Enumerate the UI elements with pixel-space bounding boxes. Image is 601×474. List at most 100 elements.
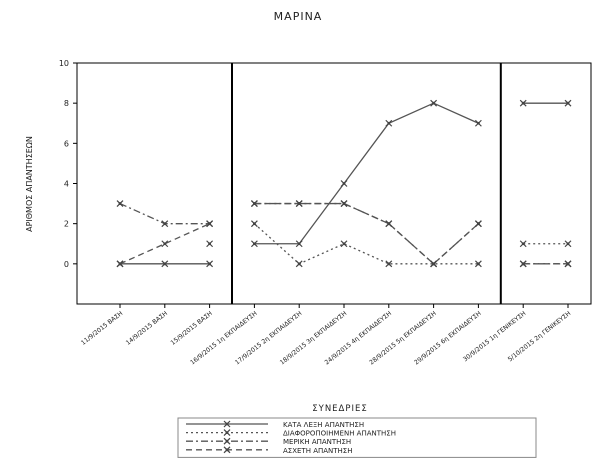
marker-dot bbox=[208, 222, 212, 226]
y-tick-label: 6 bbox=[64, 139, 69, 148]
marker-dot bbox=[163, 242, 167, 246]
data-point bbox=[161, 220, 169, 228]
marker-dot bbox=[225, 431, 229, 434]
legend-marker bbox=[223, 437, 231, 445]
data-point bbox=[250, 240, 258, 248]
data-point bbox=[340, 200, 348, 208]
data-point bbox=[519, 240, 527, 248]
marker-dot bbox=[163, 222, 167, 226]
legend-marker bbox=[223, 420, 231, 428]
y-tick-label: 8 bbox=[64, 99, 69, 108]
data-point bbox=[430, 260, 438, 268]
marker-dot bbox=[297, 262, 301, 266]
marker-dot bbox=[477, 121, 480, 125]
series-line bbox=[253, 223, 479, 265]
data-point bbox=[206, 240, 214, 248]
marker-dot bbox=[208, 242, 212, 246]
legend-label: ΑΣΧΕΤΗ ΑΠΑΝΤΗΣΗ bbox=[283, 447, 353, 455]
marker-dot bbox=[477, 222, 480, 226]
data-point bbox=[430, 99, 438, 107]
marker-dot bbox=[163, 262, 167, 266]
marker-dot bbox=[566, 242, 570, 246]
chart-title: ΜΑΡΙΝΑ bbox=[274, 10, 323, 23]
series-line bbox=[119, 202, 210, 225]
data-point bbox=[474, 119, 482, 127]
marker-dot bbox=[118, 262, 122, 266]
marker-dot bbox=[253, 222, 256, 226]
marker-dot bbox=[118, 202, 122, 205]
marker-dot bbox=[297, 242, 301, 246]
data-point bbox=[161, 240, 169, 248]
series-line bbox=[119, 223, 210, 265]
marker-dot bbox=[253, 202, 256, 205]
data-point bbox=[116, 200, 124, 208]
legend-label: ΜΕΡΙΚΗ ΑΠΑΝΤΗΣΗ bbox=[283, 438, 351, 446]
data-point bbox=[340, 180, 348, 187]
data-point bbox=[295, 200, 303, 208]
data-point bbox=[385, 220, 393, 228]
data-point bbox=[206, 220, 214, 228]
marker-dot bbox=[432, 262, 435, 266]
data-point bbox=[564, 99, 572, 107]
data-point bbox=[295, 260, 303, 268]
x-tick-label: 11/9/2015 ΒΑΣΗ bbox=[80, 310, 125, 347]
plot-frame bbox=[76, 62, 592, 305]
marker-dot bbox=[253, 242, 256, 246]
y-tick-label: 10 bbox=[59, 59, 69, 68]
data-point bbox=[206, 260, 214, 268]
series-line bbox=[254, 102, 479, 245]
data-point bbox=[116, 260, 124, 268]
data-point bbox=[385, 119, 393, 127]
marker-dot bbox=[521, 242, 525, 246]
marker-dot bbox=[225, 422, 229, 426]
legend-marker bbox=[223, 446, 231, 454]
marker-dot bbox=[225, 439, 229, 443]
marker-dot bbox=[521, 101, 525, 105]
data-point bbox=[161, 260, 169, 268]
series-line bbox=[254, 202, 479, 265]
data-point bbox=[564, 240, 572, 248]
data-point bbox=[340, 240, 348, 248]
y-tick-label: 2 bbox=[64, 220, 69, 229]
marker-dot bbox=[297, 202, 301, 205]
series-3 bbox=[116, 200, 572, 268]
legend-marker bbox=[223, 429, 231, 437]
y-tick-label: 4 bbox=[64, 180, 69, 189]
data-point bbox=[564, 260, 572, 268]
y-axis-label: ΑΡΙΘΜΟΣ ΑΠΑΝΤΗΣΕΩΝ bbox=[25, 136, 34, 232]
marker-dot bbox=[342, 182, 346, 185]
data-point bbox=[250, 220, 258, 228]
data-point bbox=[519, 99, 527, 107]
x-axis-label: ΣΥΝΕΔΡΙΕΣ bbox=[312, 404, 367, 414]
data-point bbox=[474, 260, 482, 268]
series-4 bbox=[116, 200, 572, 268]
marker-dot bbox=[432, 101, 435, 105]
x-tick-label: 15/9/2015 ΒΑΣΗ bbox=[170, 310, 215, 347]
series-1 bbox=[116, 99, 572, 268]
plot-area: 0 2 4 6 8 10 11/9/2015 ΒΑΣΗ 14/9/2015 ΒΑΣΗ 15/9/… bbox=[59, 59, 592, 366]
y-tick-label: 0 bbox=[64, 260, 69, 269]
marker-dot bbox=[387, 262, 391, 266]
data-point bbox=[474, 220, 482, 228]
data-point bbox=[385, 260, 393, 268]
marker-dot bbox=[477, 262, 480, 266]
marker-dot bbox=[387, 121, 391, 125]
marker-dot bbox=[387, 222, 391, 226]
marker-dot bbox=[342, 242, 346, 246]
marker-dot bbox=[566, 262, 570, 266]
data-point bbox=[295, 240, 303, 248]
marker-dot bbox=[342, 202, 346, 205]
data-point bbox=[519, 260, 527, 268]
legend-label: ΚΑΤΑ ΛΕΞΗ ΑΠΑΝΤΗΣΗ bbox=[283, 421, 364, 429]
marker-dot bbox=[208, 262, 212, 266]
marker-dot bbox=[225, 448, 229, 452]
series-line bbox=[254, 202, 479, 265]
data-point bbox=[250, 200, 258, 208]
legend-label: ΔΙΑΦΟΡΟΠΟΙΗΜΕΝΗ ΑΠΑΝΤΗΣΗ bbox=[283, 430, 396, 438]
marker-dot bbox=[521, 262, 525, 266]
x-tick-label: 14/9/2015 ΒΑΣΗ bbox=[125, 310, 170, 347]
series-2 bbox=[206, 220, 572, 268]
marker-dot bbox=[566, 101, 570, 105]
